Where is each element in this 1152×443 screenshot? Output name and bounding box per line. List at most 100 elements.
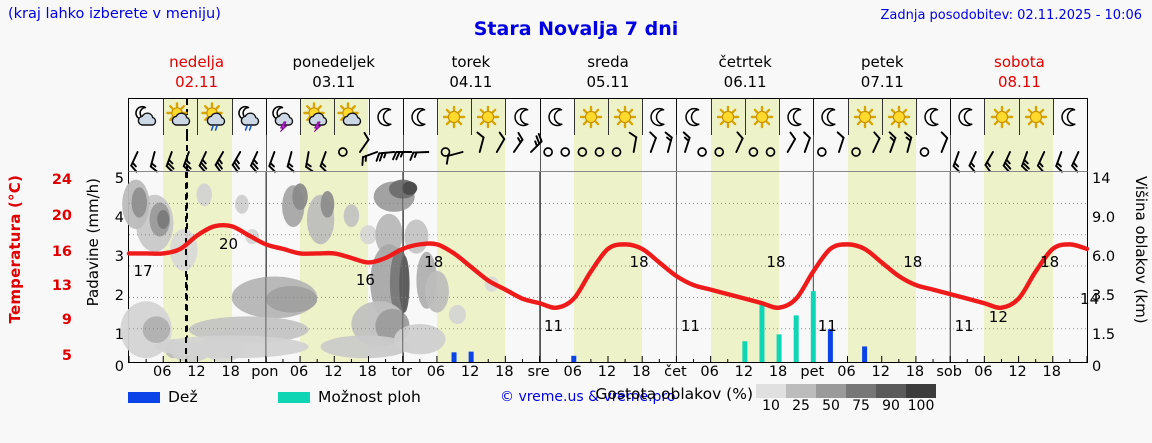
moon-icon [508,103,538,131]
x-tick-label: 18 [631,364,651,380]
cell-separator-9 [436,99,438,135]
sun-icon [987,103,1017,131]
x-tick-label: 06 [289,364,309,380]
day-separator-3 [539,135,541,171]
temperature-curve [126,222,1090,310]
temperature-line [126,222,1090,310]
moon-icon [952,103,982,131]
cloudheight-tick: 1.5 [1092,327,1116,343]
day-header-6: sobota 08.11 [951,52,1088,96]
cell-separator-20 [813,99,815,135]
moon-icon [644,103,674,131]
weather-icon-cell [779,99,813,135]
day-date: 05.11 [586,73,630,91]
cell-separator-25 [984,99,986,135]
cell-separator-17 [710,99,712,135]
cell-separator-13 [573,99,575,135]
moon-cloud-icon [131,103,161,131]
cloudheight-axis-label: Višina oblakov (km) [1132,176,1150,324]
precipitation-axis-ticks: 5 4 3 2 1 0 [106,160,124,375]
rain-bar [571,355,577,362]
cloud-density-tick-5: 100 [907,398,935,414]
precipitation-tick: 4 [114,210,124,226]
cell-separator-5 [300,99,302,135]
location-menu-note: (kraj lahko izberete v meniju) [8,6,221,22]
day-name: sreda [587,53,629,71]
temperature-label: 11 [680,316,700,335]
day-headers: nedelja 02.11 ponedeljek 03.11 torek 04.11 sre… [128,52,1088,96]
x-tick-label: 06 [974,364,993,380]
daylight-band-1 [300,135,369,171]
x-tick-label: 06 [152,364,172,380]
day-separator-1 [265,135,267,171]
temperature-tick: 24 [51,172,72,188]
day-name: torek [451,53,491,71]
day-name: petek [861,53,904,71]
cloud-density-tick-3: 75 [852,398,870,414]
precipitation-axis-label: Padavine (mm/h) [84,178,102,307]
rain-bar [827,329,833,362]
day-name: četrtek [718,53,772,71]
cloud-density-swatch-4 [876,384,906,398]
day-date: 06.11 [723,73,767,91]
weather-icon-cell [882,99,916,135]
precipitation-tick: 5 [114,171,124,187]
cloud-density-gradient [756,384,936,398]
shower-bar [793,315,799,362]
temperature-tick: 5 [61,348,72,364]
x-tick-label: 18 [495,364,514,380]
weather-icon-cell [813,99,847,135]
x-tick-label: 18 [768,364,788,380]
day-name: ponedeljek [292,53,375,71]
cloud-density-legend-label: Gostota oblakov (%) [595,385,753,403]
x-tick-label: 12 [871,364,890,380]
last-updated-text: Zadnja posodobitev: 02.11.2025 - 10:06 [880,8,1142,23]
current-time-marker [186,135,189,171]
sun-cloud-rain-icon [200,102,230,131]
day-separator-6 [950,135,952,171]
cell-separator-24 [950,99,952,135]
cloudheight-tick: 6.0 [1092,249,1116,265]
weather-icon-cell [1019,99,1053,135]
temperature-label: 12 [988,307,1008,326]
cell-separator-7 [368,99,370,135]
cloud-density-swatch-5 [906,384,936,398]
cell-separator-27 [1052,99,1054,135]
temperature-tick: 16 [51,244,72,260]
cell-separator-10 [471,99,473,135]
temperature-label: 11 [544,316,564,335]
rain-bar [451,352,457,362]
temperature-axis-ticks: 24 20 16 13 9 5 [38,160,72,370]
sun-icon [439,103,469,131]
daylight-band-4 [710,135,780,171]
cell-separator-4 [265,99,267,135]
precipitation-tick: 0 [114,359,124,375]
cloud-density-tick-4: 90 [882,398,900,414]
page-title: Stara Novalja 7 dni [473,18,679,40]
precipitation-tick: 1 [114,327,124,343]
cloudheight-tick: 3.5 [1092,288,1116,304]
cell-separator-22 [881,99,883,135]
x-tick-label: 18 [1042,364,1062,380]
x-tick-label: tor [391,364,412,380]
day-header-0: nedelja 02.11 [128,52,265,96]
weather-icon-cell [471,99,505,135]
weather-icon-cell [369,99,403,135]
cloudheight-tick: 9.0 [1092,210,1116,226]
copyright-link[interactable]: © vreme.us & vreme.pro [500,389,676,405]
chart-legend: Dež Možnost ploh © vreme.us & vreme.pro … [128,384,1148,426]
temperature-tick: 20 [51,208,72,224]
temperature-label: 11 [954,316,974,335]
x-tick-label: 12 [324,364,343,380]
day-header-5: petek 07.11 [814,52,951,96]
weather-icon-cell [1053,99,1087,135]
weather-icon-cell [950,99,984,135]
cloud-density-swatch-2 [816,384,846,398]
x-tick-label: sre [527,364,550,380]
sun-icon [747,103,777,131]
cell-separator-14 [608,99,609,135]
day-header-1: ponedeljek 03.11 [265,52,402,96]
cell-separator-12 [539,99,541,135]
cloud-density-tick-0: 10 [762,398,780,414]
rain-bar [862,346,868,362]
